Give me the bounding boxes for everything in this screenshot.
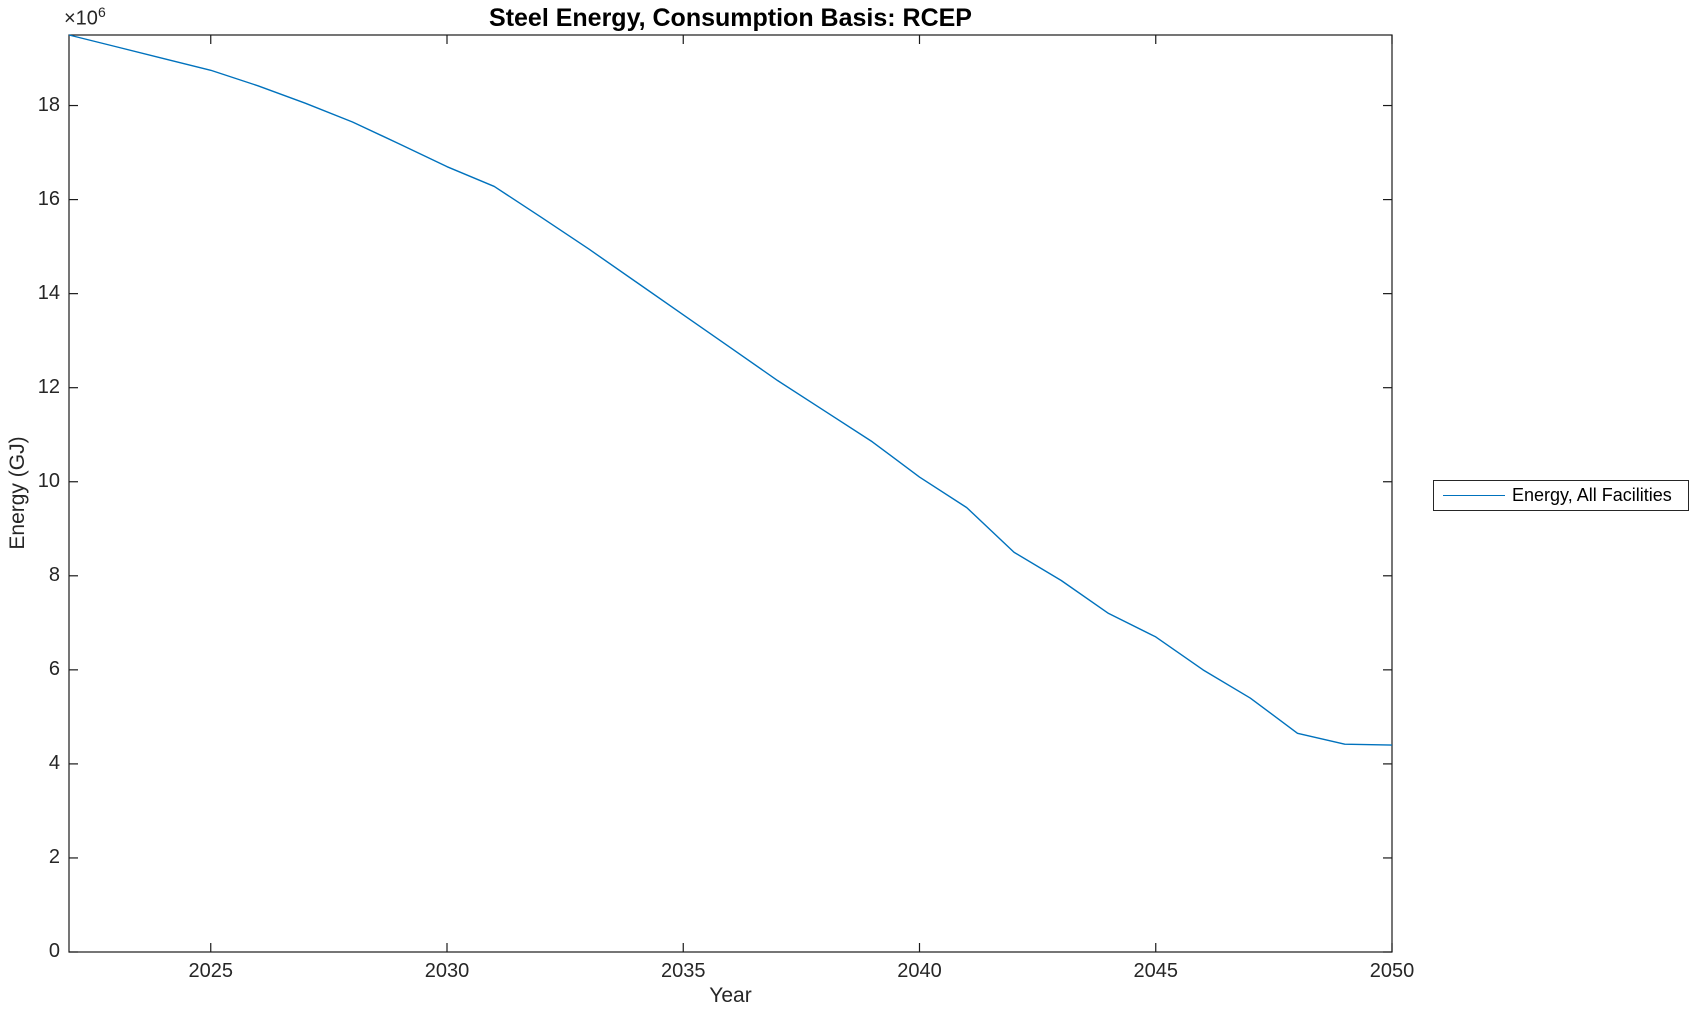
x-axis-label: Year — [709, 984, 752, 1007]
x-tick-label: 2050 — [1369, 960, 1415, 982]
y-axis-label: Energy (GJ) — [6, 436, 29, 550]
data-line-energy-all-facilities — [68, 34, 1393, 746]
y-tick-label: 14 — [37, 281, 60, 304]
y-tick-label: 10 — [37, 469, 60, 492]
axes-box — [68, 34, 1393, 953]
y-axis-exponent-label: ×106 — [64, 4, 106, 31]
y-tick-label: 4 — [48, 751, 60, 774]
x-tick-label: 2035 — [661, 960, 706, 982]
y-axis-exponent-sup: 6 — [97, 4, 106, 20]
chart-title: Steel Energy, Consumption Basis: RCEP — [489, 4, 972, 32]
y-tick-label: 16 — [37, 187, 60, 210]
x-tick-label: 2045 — [1133, 960, 1179, 982]
y-tick-label: 8 — [48, 563, 60, 586]
x-tick-label: 2025 — [188, 960, 234, 982]
legend-line-sample-icon — [1443, 495, 1505, 496]
y-axis-exponent-prefix: ×10 — [64, 7, 98, 30]
y-tick-label: 0 — [48, 940, 60, 962]
x-tick-label: 2030 — [424, 960, 470, 982]
y-tick-label: 2 — [48, 845, 60, 868]
y-tick-label: 18 — [37, 93, 60, 116]
x-tick-label: 2040 — [897, 960, 942, 982]
y-tick-label: 6 — [48, 657, 60, 680]
y-tick-label: 12 — [37, 375, 60, 398]
legend-entry-label: Energy, All Facilities — [1512, 485, 1672, 505]
legend: Energy, All Facilities — [1433, 480, 1689, 511]
